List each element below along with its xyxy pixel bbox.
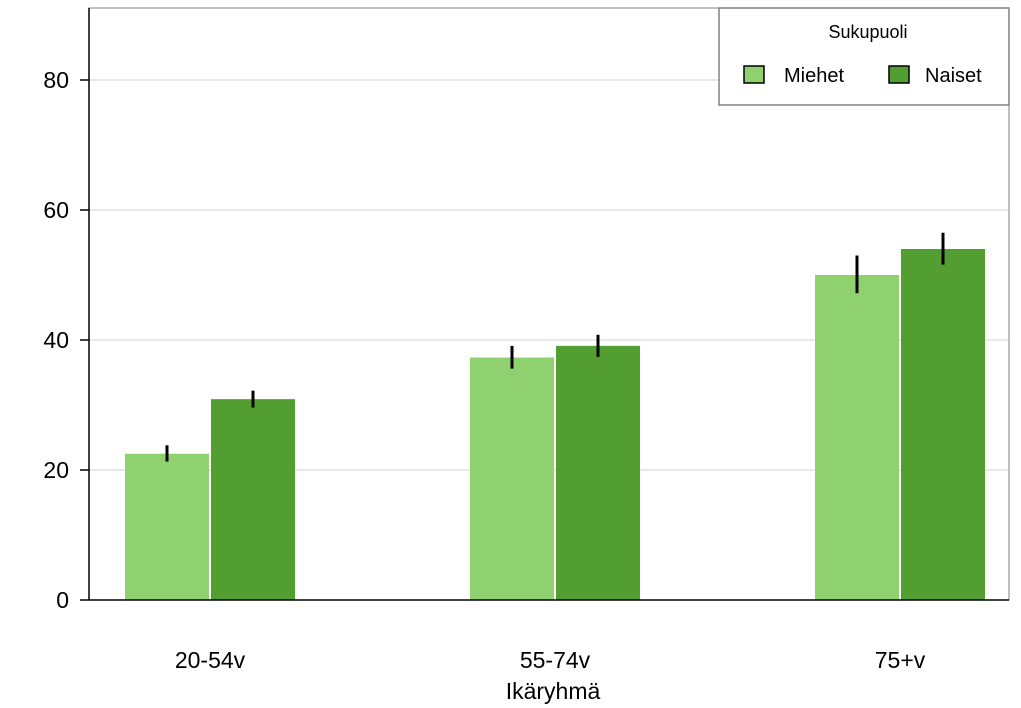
y-tick-label-20: 20: [43, 457, 69, 483]
legend-label-naiset: Naiset: [925, 65, 982, 87]
x-tick-label-75-v: 75+v: [875, 647, 926, 673]
y-tick-label-60: 60: [43, 197, 69, 223]
y-tick-label-80: 80: [43, 67, 69, 93]
bar-naiset-20-54v: [211, 399, 295, 600]
legend: Sukupuoli Miehet Naiset: [718, 7, 1010, 106]
bars: [125, 249, 985, 600]
y-tick-label-40: 40: [43, 327, 69, 353]
x-axis-title: Ikäryhmä: [506, 678, 601, 704]
y-axis-ticks: 0 20 40 60 80: [43, 67, 89, 613]
bar-naiset-55-74v: [556, 345, 640, 600]
x-axis-tick-labels: 20-54v 55-74v 75+v: [175, 647, 926, 673]
legend-box: [718, 7, 1010, 106]
bar-naiset-75-v: [901, 249, 985, 600]
bar-miehet-55-74v: [470, 357, 554, 600]
legend-label-miehet: Miehet: [784, 65, 844, 87]
bar-miehet-20-54v: [125, 453, 209, 600]
y-tick-label-0: 0: [56, 587, 69, 613]
bar-miehet-75-v: [815, 275, 899, 600]
x-tick-label-20-54v: 20-54v: [175, 647, 246, 673]
legend-swatch-naiset: [888, 65, 910, 84]
error-bars: [165, 232, 945, 462]
legend-title: Sukupuoli: [828, 22, 907, 42]
legend-swatch-miehet: [743, 65, 765, 84]
x-tick-label-55-74v: 55-74v: [520, 647, 591, 673]
